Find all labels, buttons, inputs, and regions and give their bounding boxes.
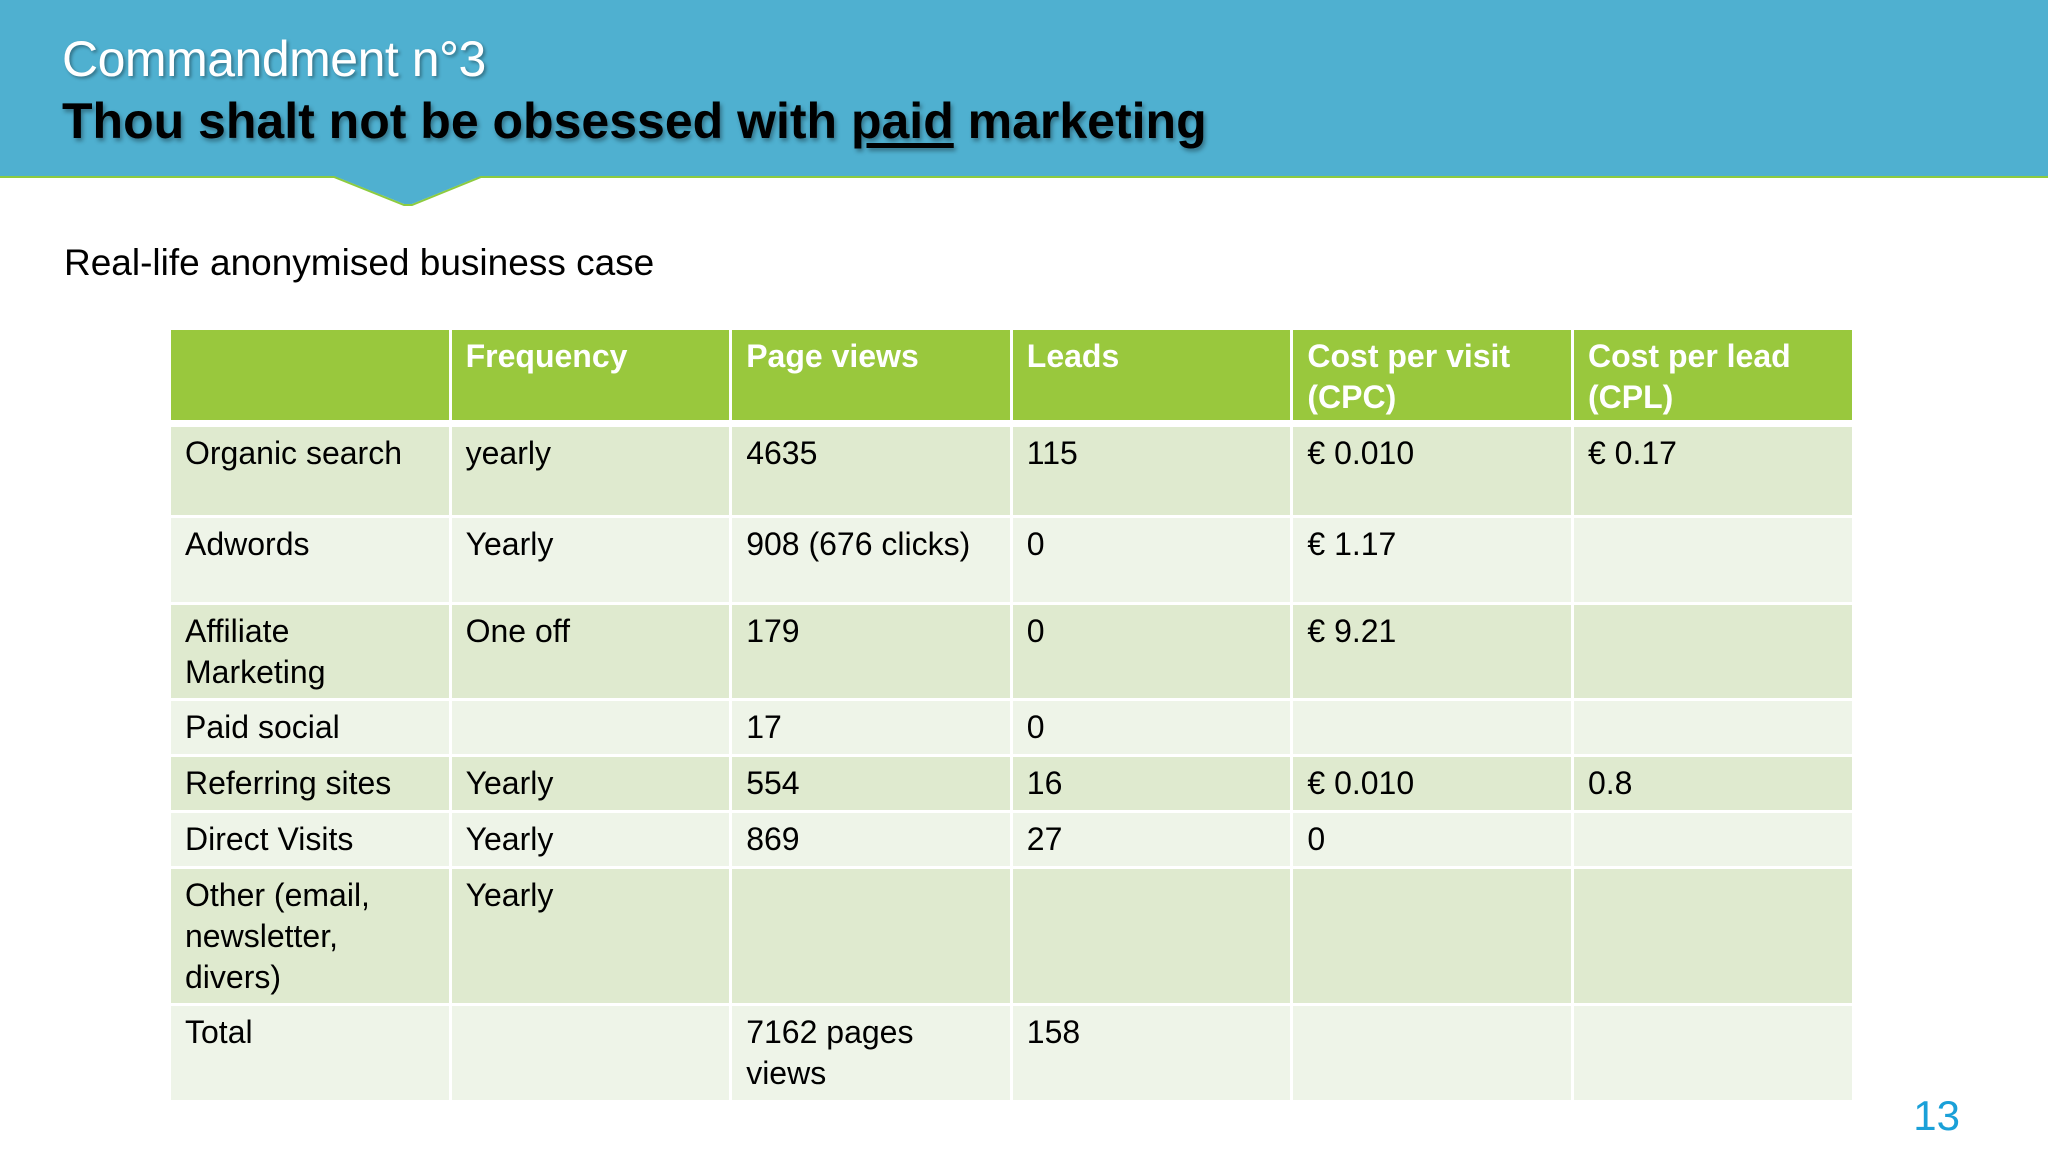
cell-frequency: yearly [448, 422, 733, 518]
cell-frequency: Yearly [448, 810, 733, 869]
title-text-after: marketing [953, 93, 1207, 149]
table-row: Total 7162 pages views 158 [168, 1003, 1855, 1103]
cell-frequency: Yearly [448, 754, 733, 813]
table-row: Organic search yearly 4635 115 € 0.010 €… [168, 422, 1855, 518]
cell-page-views: 4635 [729, 422, 1013, 518]
cell-cpl [1570, 515, 1855, 605]
title-text-underlined: paid [850, 93, 954, 149]
cell-cpc [1290, 1003, 1574, 1103]
cell-channel: Referring sites [168, 754, 452, 813]
cell-frequency [448, 1003, 733, 1103]
title-text-before: Thou shalt not be obsessed with [62, 93, 851, 149]
cell-cpc: € 0.010 [1290, 754, 1574, 813]
cell-cpc: € 9.21 [1290, 602, 1574, 701]
header-frequency: Frequency [448, 327, 733, 427]
page-number: 13 [1913, 1092, 1960, 1139]
cell-page-views [729, 866, 1013, 1006]
cell-leads: 0 [1009, 602, 1294, 701]
cell-channel: Other (email, newsletter, divers) [168, 866, 452, 1006]
header-page-views: Page views [729, 327, 1013, 427]
cell-cpc: € 0.010 [1290, 422, 1574, 518]
table-row: Referring sites Yearly 554 16 € 0.010 0.… [168, 754, 1855, 813]
title-banner [0, 0, 2048, 178]
header-cpc: Cost per visit (CPC) [1290, 327, 1574, 427]
cell-channel: Direct Visits [168, 810, 452, 869]
cell-channel: Adwords [168, 515, 452, 605]
cell-cpl [1570, 698, 1855, 757]
slide-title-statement: Thou shalt not be obsessed with paid mar… [62, 92, 1207, 150]
cell-frequency: Yearly [448, 515, 733, 605]
cell-frequency: One off [448, 602, 733, 701]
cell-cpl [1570, 810, 1855, 869]
cell-leads: 158 [1009, 1003, 1294, 1103]
header-channel [168, 327, 452, 427]
slide-subtitle: Real-life anonymised business case [64, 242, 655, 283]
cell-channel: Organic search [168, 422, 452, 518]
cell-channel: Total [168, 1003, 452, 1103]
cell-leads [1009, 866, 1294, 1006]
cell-leads: 0 [1009, 698, 1294, 757]
cell-leads: 16 [1009, 754, 1294, 813]
header-cpl: Cost per lead (CPL) [1570, 327, 1855, 427]
cell-cpl [1570, 1003, 1855, 1103]
cell-page-views: 17 [729, 698, 1013, 757]
cell-cpc: 0 [1290, 810, 1574, 869]
table-header-row: Frequency Page views Leads Cost per visi… [168, 327, 1855, 427]
marketing-channels-table: Frequency Page views Leads Cost per visi… [168, 327, 1855, 1103]
table-row: Paid social 17 0 [168, 698, 1855, 757]
table-row: Affiliate Marketing One off 179 0 € 9.21 [168, 602, 1855, 701]
cell-cpl: € 0.17 [1570, 422, 1855, 518]
cell-leads: 27 [1009, 810, 1294, 869]
table-row: Adwords Yearly 908 (676 clicks) 0 € 1.17 [168, 515, 1855, 605]
cell-cpc: € 1.17 [1290, 515, 1574, 605]
cell-cpl [1570, 866, 1855, 1006]
cell-cpl [1570, 602, 1855, 701]
cell-frequency: Yearly [448, 866, 733, 1006]
header-leads: Leads [1009, 327, 1294, 427]
table-row: Other (email, newsletter, divers) Yearly [168, 866, 1855, 1006]
table-row: Direct Visits Yearly 869 27 0 [168, 810, 1855, 869]
cell-cpc [1290, 866, 1574, 1006]
cell-page-views: 554 [729, 754, 1013, 813]
cell-cpc [1290, 698, 1574, 757]
cell-frequency [448, 698, 733, 757]
cell-page-views: 908 (676 clicks) [729, 515, 1013, 605]
cell-page-views: 869 [729, 810, 1013, 869]
cell-leads: 115 [1009, 422, 1294, 518]
cell-leads: 0 [1009, 515, 1294, 605]
cell-cpl: 0.8 [1570, 754, 1855, 813]
cell-channel: Affiliate Marketing [168, 602, 452, 701]
cell-page-views: 7162 pages views [729, 1003, 1013, 1103]
slide-title-commandment: Commandment n°3 [62, 31, 486, 87]
cell-channel: Paid social [168, 698, 452, 757]
cell-page-views: 179 [729, 602, 1013, 701]
